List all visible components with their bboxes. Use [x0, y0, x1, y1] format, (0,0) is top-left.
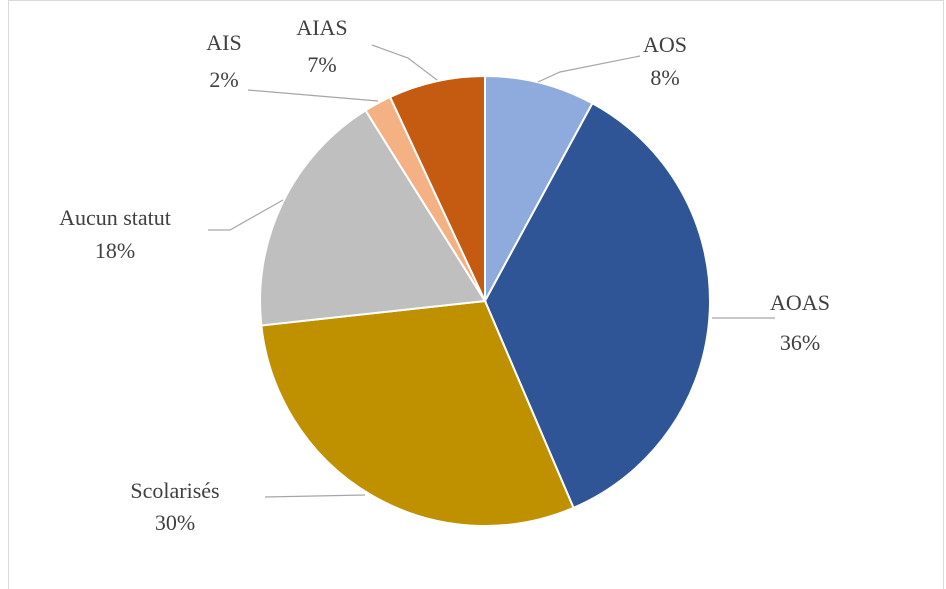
slice-value-label: 36%: [780, 330, 820, 355]
leader-line: [537, 55, 641, 83]
slice-value-label: 7%: [307, 52, 336, 77]
pie-slice: [484, 74, 594, 302]
slice-value-label: 30%: [155, 510, 195, 535]
slice-label: AOS: [643, 32, 687, 57]
pie-slice: [260, 299, 575, 527]
leader-line: [208, 199, 284, 231]
pie-slice: [483, 101, 711, 510]
slice-label: AIAS: [296, 15, 347, 40]
leader-line: [264, 494, 366, 498]
chart-frame: [8, 0, 944, 589]
slice-label: Aucun statut: [59, 205, 171, 230]
slice-value-label: 18%: [95, 238, 135, 263]
leader-line: [371, 44, 438, 81]
slice-label: AOAS: [770, 290, 830, 315]
pie-slice: [388, 74, 486, 302]
slice-label: Scolarisés: [130, 478, 219, 503]
pie-slice: [259, 108, 487, 327]
slice-value-label: 2%: [209, 67, 238, 92]
slice-value-label: 8%: [650, 65, 679, 90]
leader-line: [247, 89, 379, 102]
slice-label: AIS: [206, 30, 241, 55]
